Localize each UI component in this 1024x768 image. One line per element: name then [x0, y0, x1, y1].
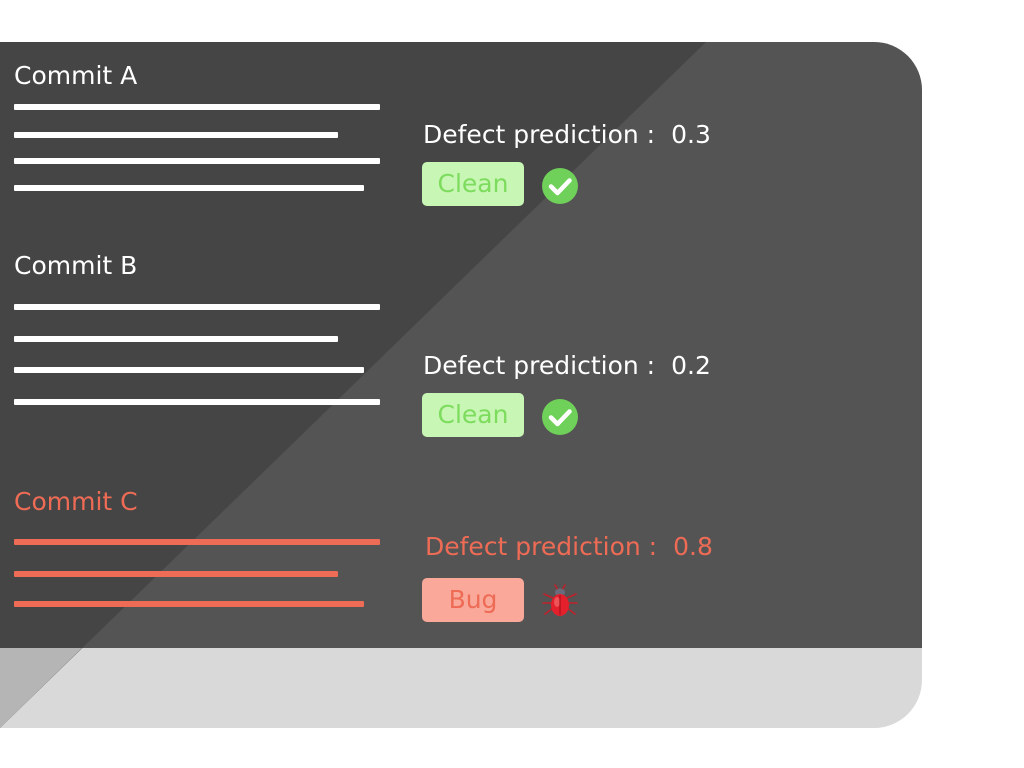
commit-b-line-2: [14, 336, 338, 342]
commit-b-line-3: [14, 367, 364, 373]
monitor-screen: [0, 42, 922, 728]
commit-c-title: Commit C: [14, 487, 138, 516]
screen-background: [0, 42, 922, 728]
commit-a-line-3: [14, 158, 380, 164]
commit-c-prediction-label: Defect prediction :: [425, 532, 658, 561]
commit-a-line-2: [14, 132, 338, 138]
commit-c-prediction-value: 0.8: [673, 532, 713, 561]
commit-a-prediction-label: Defect prediction :: [423, 120, 656, 149]
screen-shadow-upper: [0, 42, 706, 728]
commit-c-line-1: [14, 539, 380, 545]
commit-b-prediction: Defect prediction : 0.2: [423, 351, 711, 381]
commit-b-line-4: [14, 399, 380, 405]
commit-b-prediction-value: 0.2: [671, 351, 711, 380]
commit-c-line-3: [14, 601, 364, 607]
bug-icon: [542, 584, 578, 616]
commit-b-title: Commit B: [14, 251, 138, 280]
commit-b-line-1: [14, 304, 380, 310]
commit-a-status-badge: Clean: [422, 162, 524, 206]
commit-a-prediction: Defect prediction : 0.3: [423, 120, 711, 150]
check-circle-icon: [542, 168, 578, 204]
commit-b-prediction-label: Defect prediction :: [423, 351, 656, 380]
commit-c-status-badge: Bug: [422, 578, 524, 622]
check-circle-icon: [542, 399, 578, 435]
commit-c-prediction: Defect prediction : 0.8: [425, 532, 713, 562]
commit-b-status-badge: Clean: [422, 393, 524, 437]
commit-a-title: Commit A: [14, 61, 138, 90]
commit-a-prediction-value: 0.3: [671, 120, 711, 149]
commit-a-line-4: [14, 185, 364, 191]
base-shadow: [0, 648, 82, 728]
commit-a-line-1: [14, 104, 380, 110]
commit-c-line-2: [14, 571, 338, 577]
